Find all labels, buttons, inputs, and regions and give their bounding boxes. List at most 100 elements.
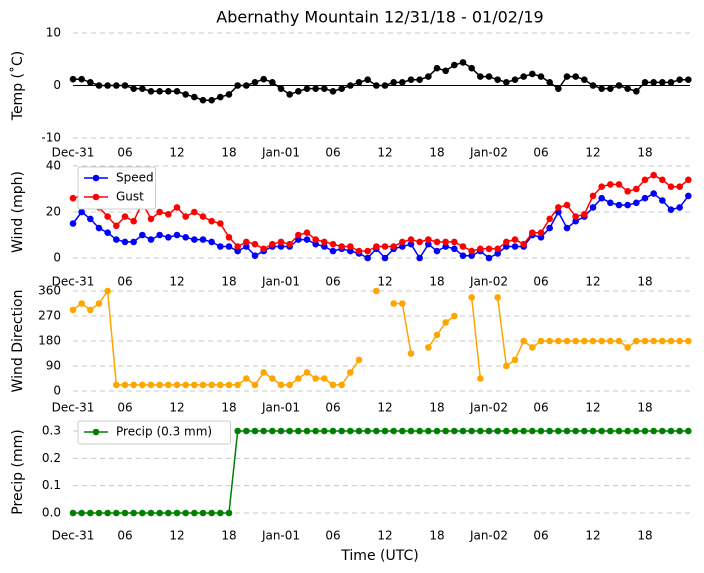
marker bbox=[529, 70, 536, 78]
y-tick-label: 20 bbox=[46, 205, 61, 219]
marker bbox=[165, 211, 172, 218]
marker bbox=[329, 240, 337, 248]
marker bbox=[104, 509, 111, 517]
marker bbox=[95, 300, 103, 307]
marker bbox=[468, 252, 475, 259]
marker bbox=[659, 176, 666, 184]
y-tick-label: 0 bbox=[53, 251, 61, 265]
marker bbox=[225, 234, 233, 241]
marker bbox=[251, 240, 259, 248]
series-line bbox=[72, 192, 689, 260]
x-tick-label: 18 bbox=[221, 401, 236, 415]
marker bbox=[641, 337, 649, 345]
marker bbox=[615, 82, 623, 89]
x-tick-label: 12 bbox=[585, 146, 600, 160]
marker bbox=[659, 427, 666, 435]
marker bbox=[251, 381, 259, 389]
y-axis-label: Precip (mm) bbox=[10, 429, 26, 514]
marker bbox=[173, 381, 181, 389]
marker bbox=[676, 337, 683, 345]
marker bbox=[399, 79, 406, 86]
legend-box bbox=[77, 420, 231, 445]
marker bbox=[182, 509, 189, 517]
marker bbox=[303, 85, 311, 92]
marker bbox=[312, 85, 319, 92]
x-tick-label: 18 bbox=[429, 529, 444, 543]
marker bbox=[217, 220, 224, 227]
marker bbox=[182, 234, 189, 241]
marker bbox=[147, 87, 155, 95]
marker bbox=[113, 509, 120, 517]
marker bbox=[251, 427, 259, 435]
marker bbox=[208, 381, 215, 389]
marker bbox=[182, 213, 189, 220]
marker bbox=[286, 91, 293, 98]
marker bbox=[217, 381, 224, 389]
marker bbox=[685, 192, 692, 200]
x-tick-label: Jan-02 bbox=[469, 529, 508, 543]
marker bbox=[87, 79, 94, 86]
marker bbox=[641, 79, 649, 86]
marker bbox=[321, 243, 328, 250]
marker bbox=[511, 427, 519, 435]
marker bbox=[572, 217, 579, 225]
marker bbox=[373, 287, 380, 295]
x-tick-label: 06 bbox=[533, 275, 548, 289]
marker bbox=[347, 369, 354, 376]
marker bbox=[607, 337, 614, 345]
marker bbox=[676, 204, 683, 211]
marker bbox=[615, 181, 623, 188]
marker bbox=[433, 247, 441, 255]
x-tick-label: Jan-01 bbox=[261, 146, 300, 160]
marker bbox=[347, 82, 354, 89]
marker bbox=[165, 234, 172, 241]
x-tick-label: 06 bbox=[117, 146, 132, 160]
x-tick-label: 06 bbox=[325, 401, 340, 415]
marker bbox=[563, 224, 571, 232]
marker bbox=[485, 427, 493, 435]
marker bbox=[381, 82, 389, 89]
marker bbox=[520, 73, 527, 80]
x-tick-label: 06 bbox=[117, 275, 132, 289]
marker bbox=[494, 427, 501, 435]
marker bbox=[433, 331, 441, 339]
marker bbox=[503, 243, 510, 250]
marker bbox=[555, 427, 562, 435]
marker bbox=[581, 211, 588, 218]
marker bbox=[485, 245, 493, 253]
marker bbox=[87, 215, 94, 223]
x-tick-label: 18 bbox=[429, 275, 444, 289]
x-tick-label: Dec-31 bbox=[52, 529, 95, 543]
marker bbox=[459, 59, 467, 66]
marker bbox=[338, 381, 345, 389]
marker bbox=[399, 300, 406, 307]
marker bbox=[416, 238, 423, 246]
marker bbox=[295, 231, 302, 239]
marker bbox=[225, 91, 233, 98]
x-tick-label: 12 bbox=[377, 401, 392, 415]
marker bbox=[381, 254, 389, 262]
marker bbox=[130, 238, 137, 246]
marker bbox=[520, 337, 527, 345]
marker bbox=[511, 356, 519, 364]
marker bbox=[225, 243, 233, 250]
x-tick-label: Jan-02 bbox=[469, 275, 508, 289]
marker bbox=[139, 85, 146, 92]
marker bbox=[676, 76, 683, 84]
legend-label: Speed bbox=[116, 171, 154, 185]
marker bbox=[503, 427, 510, 435]
marker bbox=[546, 427, 553, 435]
y-tick-label: 0 bbox=[53, 78, 61, 92]
x-tick-label: 12 bbox=[377, 146, 392, 160]
x-tick-label: Dec-31 bbox=[52, 146, 95, 160]
marker bbox=[433, 238, 441, 246]
marker bbox=[607, 181, 614, 188]
marker bbox=[69, 220, 77, 227]
x-tick-label: 18 bbox=[637, 529, 652, 543]
marker bbox=[355, 427, 363, 435]
x-tick-label: 12 bbox=[169, 529, 184, 543]
legend-label: Gust bbox=[116, 190, 144, 204]
x-tick-label: 06 bbox=[533, 529, 548, 543]
marker bbox=[303, 369, 311, 376]
marker bbox=[399, 238, 406, 246]
